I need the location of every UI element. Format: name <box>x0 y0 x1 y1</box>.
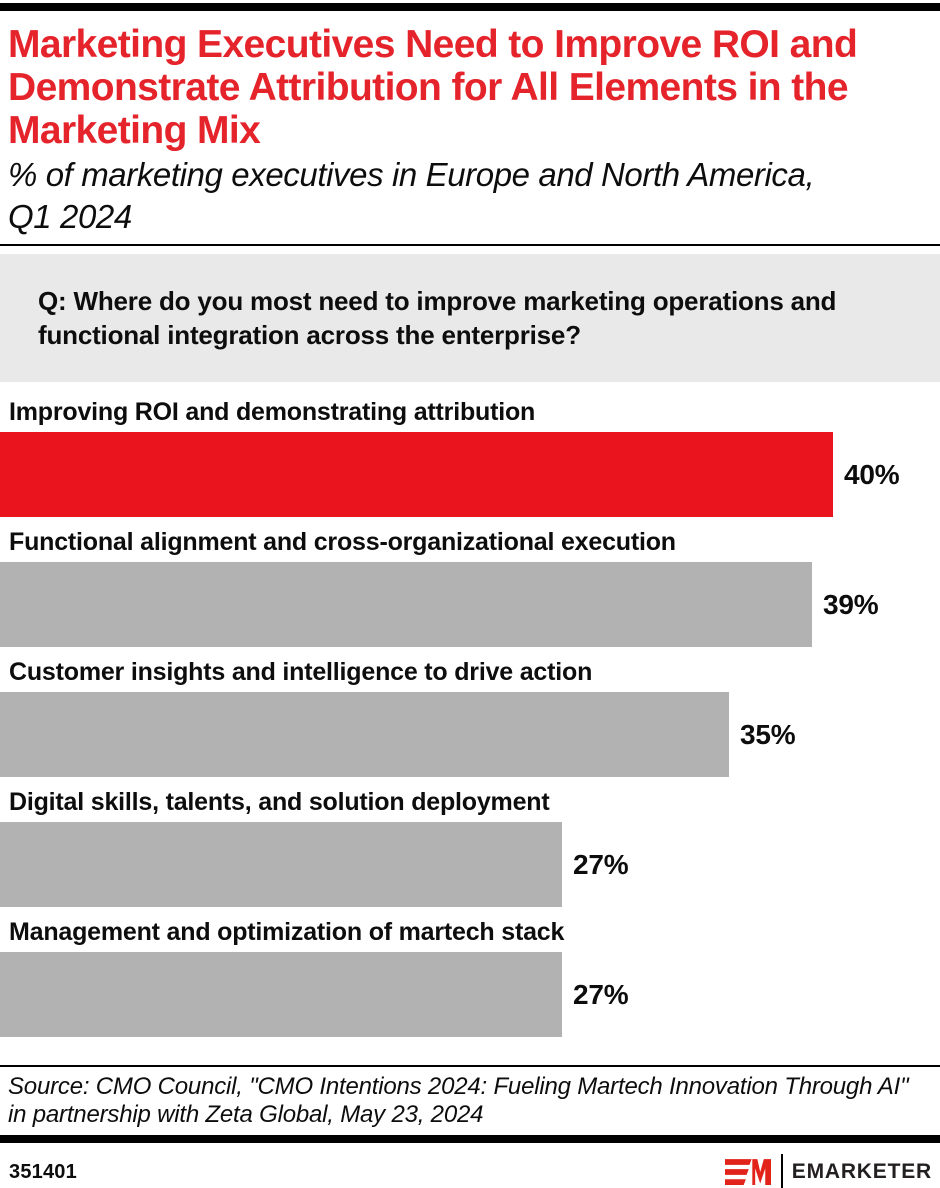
bar-track: 27% <box>0 952 940 1037</box>
chart-header: Marketing Executives Need to Improve ROI… <box>0 11 940 238</box>
bar <box>0 562 812 647</box>
bar-value-label: 27% <box>573 848 629 880</box>
bar-row: Improving ROI and demonstrating attribut… <box>0 398 940 517</box>
footer: 351401 EMARKETER <box>0 1154 940 1188</box>
survey-question-text: Q: Where do you most need to improve mar… <box>38 286 837 350</box>
logo-divider-line <box>780 1154 783 1188</box>
bar-row: Customer insights and intelligence to dr… <box>0 658 940 777</box>
bar-value-label: 35% <box>740 718 796 750</box>
bar-value-label: 39% <box>823 588 879 620</box>
bar <box>0 692 729 777</box>
top-rule-bar <box>0 3 940 11</box>
bar-row: Functional alignment and cross-organizat… <box>0 528 940 647</box>
chart-title: Marketing Executives Need to Improve ROI… <box>8 23 858 152</box>
bar-value-label: 40% <box>844 458 900 490</box>
survey-question-box: Q: Where do you most need to improve mar… <box>0 254 940 382</box>
footer-rule-bar <box>0 1135 940 1143</box>
bar-category-label: Management and optimization of martech s… <box>9 918 565 946</box>
bar-track: 40% <box>0 432 940 517</box>
bar-track: 27% <box>0 822 940 907</box>
bar-category-label: Customer insights and intelligence to dr… <box>9 658 593 686</box>
bar-value-label: 27% <box>573 978 629 1010</box>
bar-category-label: Functional alignment and cross-organizat… <box>9 528 676 556</box>
header-divider-rule <box>0 244 940 246</box>
bar-track: 35% <box>0 692 940 777</box>
bar <box>0 952 562 1037</box>
bar <box>0 432 833 517</box>
bar <box>0 822 562 907</box>
bar-category-label: Digital skills, talents, and solution de… <box>9 788 550 816</box>
bar-chart: Improving ROI and demonstrating attribut… <box>0 398 940 1037</box>
source-divider-rule <box>0 1065 940 1067</box>
emarketer-em-monogram-icon <box>724 1159 771 1185</box>
source-section: Source: CMO Council, "CMO Intentions 202… <box>0 1067 940 1129</box>
source-text: Source: CMO Council, "CMO Intentions 202… <box>8 1073 909 1128</box>
bar-row: Management and optimization of martech s… <box>0 918 940 1037</box>
bar-row: Digital skills, talents, and solution de… <box>0 788 940 907</box>
brand-name-text: EMARKETER <box>791 1160 932 1183</box>
emarketer-logo: EMARKETER <box>724 1154 932 1188</box>
bar-category-label: Improving ROI and demonstrating attribut… <box>9 398 536 426</box>
chart-subtitle: % of marketing executives in Europe and … <box>8 156 815 235</box>
chart-id-number: 351401 <box>9 1160 77 1183</box>
bar-track: 39% <box>0 562 940 647</box>
